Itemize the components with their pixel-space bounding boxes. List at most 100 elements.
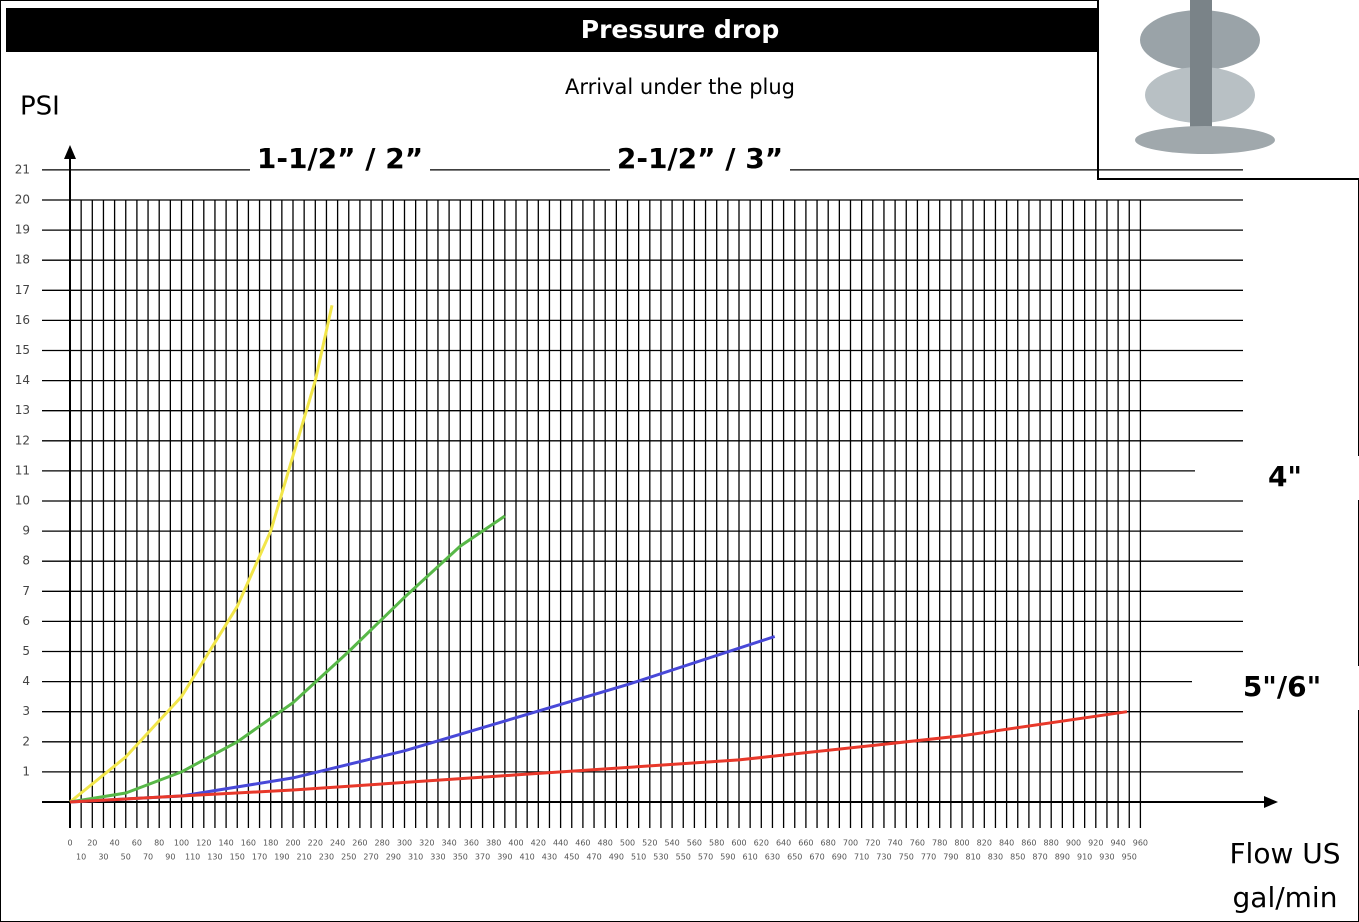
x-tick-label: 640 bbox=[776, 839, 791, 848]
x-tick-label: 0 bbox=[67, 839, 72, 848]
x-tick-label: 840 bbox=[999, 839, 1014, 848]
x-tick-label: 270 bbox=[363, 853, 378, 862]
y-tick-label: 21 bbox=[15, 162, 30, 176]
y-tick-label: 5 bbox=[22, 644, 30, 658]
series-line bbox=[69, 710, 1128, 804]
x-tick-label: 630 bbox=[765, 853, 780, 862]
x-tick-label: 420 bbox=[531, 839, 546, 848]
x-tick-label: 660 bbox=[798, 839, 813, 848]
x-tick-label: 120 bbox=[196, 839, 211, 848]
x-tick-label: 110 bbox=[185, 853, 200, 862]
x-tick-label: 700 bbox=[843, 839, 858, 848]
x-tick-label: 390 bbox=[497, 853, 512, 862]
y-tick-label: 6 bbox=[22, 614, 30, 628]
y-tick-label: 20 bbox=[15, 193, 30, 207]
x-tick-label: 240 bbox=[330, 839, 345, 848]
y-arrow bbox=[64, 145, 76, 159]
x-tick-label: 780 bbox=[932, 839, 947, 848]
x-tick-label: 310 bbox=[408, 853, 423, 862]
x-tick-label: 760 bbox=[910, 839, 925, 848]
x-tick-label: 520 bbox=[642, 839, 657, 848]
x-tick-label: 360 bbox=[464, 839, 479, 848]
x-tick-label: 590 bbox=[720, 853, 735, 862]
photo bbox=[1097, 0, 1359, 180]
x-tick-label: 540 bbox=[664, 839, 679, 848]
y-tick-label: 10 bbox=[15, 494, 30, 508]
x-tick-label: 50 bbox=[121, 853, 131, 862]
x-tick-label: 510 bbox=[631, 853, 646, 862]
x-tick-label: 140 bbox=[218, 839, 233, 848]
x-tick-label: 130 bbox=[207, 853, 222, 862]
y-tick-label: 2 bbox=[22, 734, 30, 748]
x-tick-label: 560 bbox=[687, 839, 702, 848]
x-tick-label: 90 bbox=[165, 853, 175, 862]
chart-title: Pressure drop bbox=[581, 15, 779, 44]
x-tick-label: 860 bbox=[1021, 839, 1036, 848]
y-tick-label: 13 bbox=[15, 403, 30, 417]
x-tick-label: 430 bbox=[542, 853, 557, 862]
x-tick-label: 620 bbox=[754, 839, 769, 848]
x-tick-label: 60 bbox=[132, 839, 142, 848]
x-tick-label: 210 bbox=[297, 853, 312, 862]
y-label: PSI bbox=[20, 92, 60, 122]
x-tick-label: 550 bbox=[676, 853, 691, 862]
x-tick-label: 890 bbox=[1055, 853, 1070, 862]
x-tick-label: 900 bbox=[1066, 839, 1081, 848]
x-tick-label: 960 bbox=[1133, 839, 1148, 848]
y-tick-label: 8 bbox=[22, 554, 30, 568]
x-tick-label: 410 bbox=[520, 853, 535, 862]
x-tick-label: 80 bbox=[154, 839, 164, 848]
x-tick-label: 670 bbox=[809, 853, 824, 862]
x-tick-label: 650 bbox=[787, 853, 802, 862]
series-line bbox=[69, 514, 506, 804]
y-tick-label: 1 bbox=[22, 764, 30, 778]
x-tick-label: 20 bbox=[87, 839, 97, 848]
x-tick-label: 800 bbox=[954, 839, 969, 848]
x-tick-label: 180 bbox=[263, 839, 278, 848]
x-tick-label: 440 bbox=[553, 839, 568, 848]
series-label: 4" bbox=[1268, 460, 1302, 493]
x-tick-label: 350 bbox=[453, 853, 468, 862]
y-tick-label: 3 bbox=[22, 704, 30, 718]
x-tick-label: 750 bbox=[899, 853, 914, 862]
x-tick-label: 580 bbox=[709, 839, 724, 848]
x-tick-label: 680 bbox=[821, 839, 836, 848]
x-tick-label: 870 bbox=[1032, 853, 1047, 862]
x-tick-label: 810 bbox=[966, 853, 981, 862]
x-tick-label: 190 bbox=[274, 853, 289, 862]
label-bg bbox=[250, 138, 430, 182]
y-tick-label: 19 bbox=[15, 223, 30, 237]
x-tick-label: 880 bbox=[1044, 839, 1059, 848]
x-tick-label: 160 bbox=[241, 839, 256, 848]
label-bg bbox=[610, 138, 790, 182]
x-tick-label: 340 bbox=[441, 839, 456, 848]
x-tick-label: 450 bbox=[564, 853, 579, 862]
x-arrow bbox=[1264, 796, 1278, 808]
x-tick-label: 500 bbox=[620, 839, 635, 848]
x-tick-label: 690 bbox=[832, 853, 847, 862]
x-tick-label: 460 bbox=[575, 839, 590, 848]
x-tick-label: 230 bbox=[319, 853, 334, 862]
series-label: 2-1/2” / 3” bbox=[617, 142, 783, 175]
x-tick-label: 70 bbox=[143, 853, 153, 862]
x-tick-label: 480 bbox=[598, 839, 613, 848]
x-tick-label: 370 bbox=[475, 853, 490, 862]
subtitle: Arrival under the plug bbox=[565, 75, 795, 99]
y-tick-label: 15 bbox=[15, 343, 30, 357]
y-tick-label: 17 bbox=[15, 283, 30, 297]
x-tick-label: 600 bbox=[731, 839, 746, 848]
x-tick-label: 820 bbox=[977, 839, 992, 848]
x-tick-label: 330 bbox=[430, 853, 445, 862]
x-tick-label: 790 bbox=[943, 853, 958, 862]
y-tick-label: 16 bbox=[15, 313, 30, 327]
y-tick-label: 14 bbox=[15, 373, 30, 387]
x-tick-label: 300 bbox=[397, 839, 412, 848]
y-tick-label: 7 bbox=[22, 584, 30, 598]
x-tick-label: 380 bbox=[486, 839, 501, 848]
x-tick-label: 930 bbox=[1099, 853, 1114, 862]
y-tick-label: 9 bbox=[22, 524, 30, 538]
label-bg bbox=[1192, 666, 1359, 710]
x-tick-label: 950 bbox=[1122, 853, 1137, 862]
x-tick-label: 10 bbox=[76, 853, 86, 862]
